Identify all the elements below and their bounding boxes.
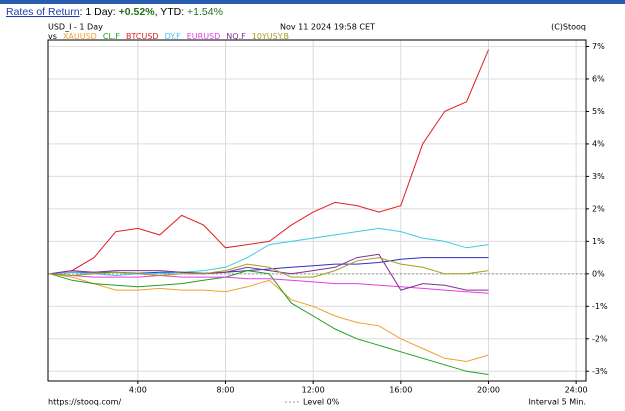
series-line (50, 49, 489, 275)
series-line (50, 257, 489, 278)
day-value: +0.52% (119, 6, 156, 18)
series-line (50, 227, 489, 277)
ytd-value: +1.54% (187, 6, 223, 18)
legend-entry: 10YUSY.B (252, 32, 289, 41)
x-tick-label: 4:00 (129, 386, 147, 395)
y-tick-label: 5% (592, 107, 605, 116)
legend-entry: CL.F (103, 32, 121, 41)
y-tick-label: -2% (592, 334, 608, 343)
credit: (C)Stooq (551, 23, 586, 32)
y-tick-label: 1% (592, 237, 605, 246)
y-tick-label: 2% (592, 204, 605, 213)
series-line (50, 253, 489, 291)
x-tick-label: 16:00 (389, 386, 412, 395)
main-legend: USD_I - 1 Day (48, 23, 103, 32)
x-tick-label: 24:00 (565, 386, 588, 395)
y-tick-label: 6% (592, 74, 605, 83)
ytd-label: , YTD: (155, 6, 185, 18)
y-tick-label: -3% (592, 367, 608, 376)
y-tick-label: 3% (592, 172, 605, 181)
top-bar (0, 0, 625, 4)
legend-entry: EURUSD (187, 32, 221, 41)
x-tick-label: 20:00 (477, 386, 500, 395)
plot-border (47, 39, 587, 382)
timestamp: Nov 11 2024 19:58 CET (280, 23, 375, 32)
y-tick-label: -1% (592, 302, 608, 311)
interval-label: Interval 5 Min. (528, 398, 586, 407)
x-tick-label: 12:00 (302, 386, 325, 395)
y-tick-label: 4% (592, 139, 605, 148)
plot: 4:00 8:00 12:00 16:00 20:00 24:00 7% 6% 5% 4% 3% 2%… (47, 39, 608, 395)
header: Rates of Return: 1 Day: +0.52%, YTD: +1.… (6, 6, 223, 18)
legend-entry: BTCUSD (126, 32, 159, 41)
header-link[interactable]: Rates of Return (6, 6, 80, 18)
y-tick-label: 0% (592, 269, 605, 278)
vs-label: vs (48, 32, 57, 41)
x-tick-label: 8:00 (217, 386, 235, 395)
footer-url: https://stooq.com/ (48, 398, 121, 407)
legend-entry: XAUUSD (63, 32, 97, 41)
legend: vs XAUUSD CL.F BTCUSD DY.F EURUSD NQ.F 10YUSY.B (48, 32, 289, 41)
level-label: Level 0% (303, 398, 340, 407)
series-line (50, 273, 489, 294)
legend-entry: DY.F (165, 32, 182, 41)
day-label: : 1 Day: (80, 6, 116, 18)
series-line (50, 273, 489, 363)
series-line (50, 270, 489, 375)
y-tick-label: 7% (592, 42, 605, 51)
legend-entry: NQ.F (226, 32, 246, 41)
